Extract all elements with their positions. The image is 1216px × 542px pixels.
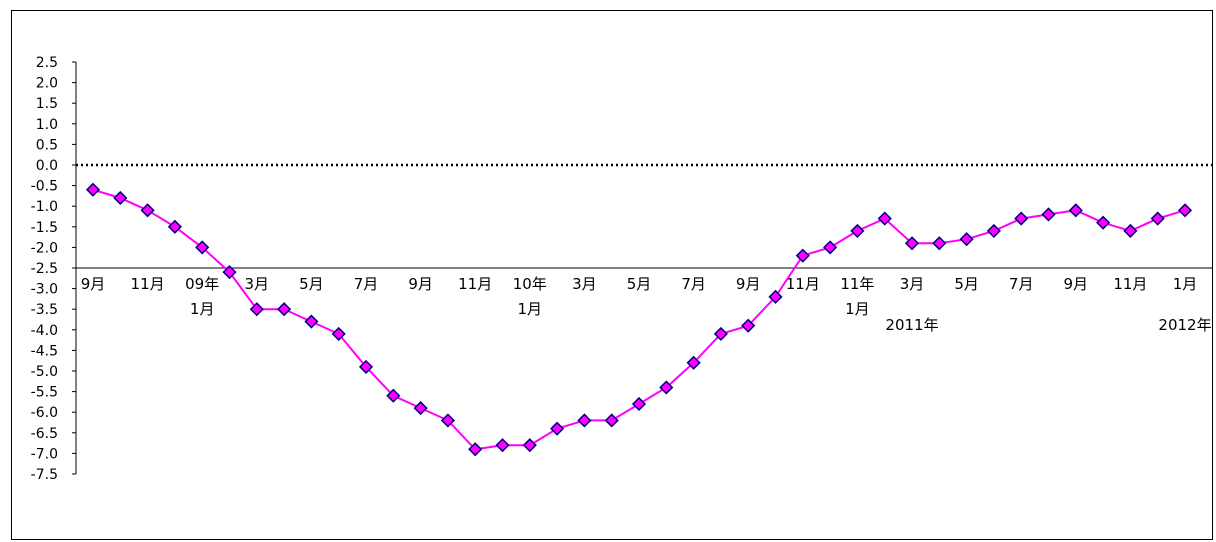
y-tick-label: -3.0 [31, 282, 58, 298]
chart-frame [11, 10, 1213, 540]
year-annotation: 2012年 [1158, 316, 1211, 334]
x-tick-label: 11月 [786, 275, 820, 293]
x-tick-label: 9月 [1064, 275, 1089, 293]
data-point [659, 380, 674, 395]
x-tick-label: 09年 [185, 275, 219, 293]
y-tick-label: -6.5 [31, 426, 58, 442]
x-tick-label-line2: 1月 [518, 300, 543, 318]
data-point [741, 318, 756, 333]
series-markers [85, 182, 1193, 457]
data-point [331, 326, 346, 341]
y-tick-label: 1.5 [36, 96, 58, 112]
data-point [795, 248, 810, 263]
data-point [850, 223, 865, 238]
x-tick-label: 9月 [408, 275, 433, 293]
data-point [386, 388, 401, 403]
y-tick-label: -3.5 [31, 302, 58, 318]
data-point [195, 240, 210, 255]
x-tick-label: 11月 [131, 275, 165, 293]
data-point [932, 236, 947, 251]
x-tick-label: 11年 [840, 275, 874, 293]
y-tick-label: 0.0 [36, 158, 58, 174]
data-point [1041, 207, 1056, 222]
data-point [577, 413, 592, 428]
year-annotation: 2011年 [885, 316, 938, 334]
data-point [1150, 211, 1165, 226]
x-tick-label: 7月 [354, 275, 379, 293]
y-tick-label: -2.5 [31, 261, 58, 277]
data-point [113, 190, 128, 206]
data-point [877, 211, 892, 226]
x-tick-label: 5月 [627, 275, 652, 293]
y-tick-label: -6.0 [31, 405, 58, 421]
x-tick-label: 9月 [81, 275, 106, 293]
y-tick-label: -4.5 [31, 343, 58, 359]
x-tick-label: 11月 [1113, 275, 1147, 293]
data-point [413, 401, 428, 416]
data-point [277, 302, 292, 317]
y-axis: 2.5 2.0 1.5 1.0 0.5 0.0 -0.5 -1.0 -1.5 -2.0 -2.5 -3… [31, 55, 77, 483]
data-point [823, 240, 838, 255]
x-axis: 9月 11月 09年 1月 3月 5月 7月 9月 11月 10年 1月 3月 5月 7月 9月 11月 11年… [76, 267, 1212, 334]
y-tick-label: -4.0 [31, 323, 58, 339]
x-tick-label: 3月 [900, 275, 925, 293]
x-tick-label: 10年 [513, 275, 547, 293]
x-tick-label: 3月 [572, 275, 597, 293]
data-point [713, 326, 728, 341]
data-point [222, 265, 237, 280]
data-point [304, 314, 319, 329]
data-point [986, 223, 1001, 238]
y-tick-label: -1.5 [31, 220, 58, 236]
data-point [495, 438, 510, 453]
x-tick-label: 11月 [458, 275, 492, 293]
data-point [550, 421, 565, 436]
y-tick-label: -0.5 [31, 179, 58, 195]
y-tick-label: -2.0 [31, 240, 58, 256]
y-tick-label: 2.5 [36, 55, 58, 71]
data-point [631, 396, 647, 412]
data-point [686, 355, 701, 370]
y-tick-label: -7.5 [31, 467, 58, 483]
data-point [85, 182, 101, 197]
y-tick-label: -5.0 [31, 364, 58, 380]
y-tick-label: 1.0 [36, 117, 58, 133]
data-point [768, 289, 783, 304]
data-point [1096, 215, 1111, 230]
x-tick-label: 5月 [954, 275, 979, 293]
data-point [959, 232, 974, 247]
data-point [358, 359, 374, 374]
y-tick-label: 2.0 [36, 76, 58, 92]
data-point [522, 438, 537, 453]
x-tick-label: 1月 [1173, 275, 1198, 293]
data-point [604, 413, 619, 428]
y-tick-label: -1.0 [31, 199, 58, 215]
data-point [468, 442, 483, 457]
y-tick-label: -5.5 [31, 385, 58, 401]
x-tick-label: 7月 [1009, 275, 1034, 293]
data-point [1014, 211, 1029, 226]
y-tick-label: -7.0 [31, 446, 58, 462]
data-point [440, 413, 455, 428]
data-point [1123, 223, 1138, 238]
y-tick-label: 0.5 [36, 137, 58, 153]
x-tick-label: 7月 [681, 275, 706, 293]
data-point [1177, 203, 1193, 218]
data-point [167, 219, 182, 234]
data-point [1068, 203, 1083, 218]
data-point [249, 302, 264, 317]
x-tick-label-line2: 1月 [190, 300, 215, 318]
x-tick-label: 5月 [299, 275, 324, 293]
x-tick-label: 3月 [245, 275, 270, 293]
x-tick-label: 9月 [736, 275, 761, 293]
x-tick-label-line2: 1月 [845, 300, 870, 318]
data-point [140, 203, 155, 218]
data-point [904, 236, 920, 251]
